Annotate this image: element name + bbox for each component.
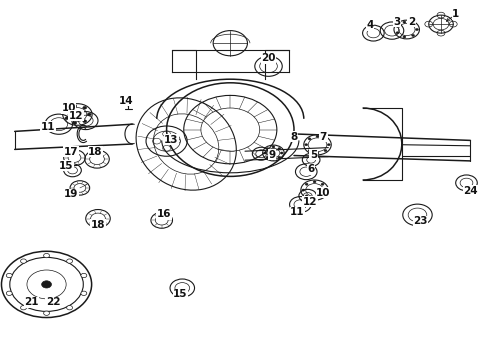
Text: 13: 13 [164,135,179,145]
Text: 1: 1 [452,9,459,19]
Text: 18: 18 [88,147,103,157]
Circle shape [272,146,275,148]
Text: 20: 20 [261,53,276,63]
Circle shape [324,149,327,152]
Circle shape [87,113,91,116]
Text: 19: 19 [64,189,78,199]
Text: 2: 2 [408,17,415,27]
Circle shape [83,106,87,109]
Circle shape [81,273,87,278]
Circle shape [67,306,73,310]
Circle shape [308,149,311,152]
Text: 22: 22 [46,297,60,307]
Circle shape [44,253,49,258]
Circle shape [278,156,281,158]
Circle shape [81,291,87,296]
Circle shape [324,189,327,191]
Circle shape [324,138,327,140]
Circle shape [316,152,319,154]
Circle shape [67,259,73,263]
Text: 8: 8 [291,132,297,142]
Text: 10: 10 [316,188,331,198]
Text: 4: 4 [366,20,374,30]
Circle shape [266,148,269,150]
Circle shape [321,195,324,197]
Text: 11: 11 [41,122,55,132]
Circle shape [403,21,406,23]
Circle shape [266,156,269,158]
Circle shape [412,23,415,25]
Circle shape [305,183,308,185]
Circle shape [65,117,69,120]
Circle shape [73,105,77,108]
Circle shape [416,28,418,31]
Circle shape [73,121,77,124]
Circle shape [65,109,69,112]
Circle shape [316,135,319,138]
Circle shape [396,25,399,27]
Circle shape [44,311,49,315]
Circle shape [272,158,275,160]
Text: 12: 12 [69,111,83,121]
Text: 24: 24 [463,186,478,196]
Text: 23: 23 [413,216,428,226]
Circle shape [327,144,330,146]
Text: 14: 14 [119,96,134,106]
Text: 12: 12 [303,197,318,207]
Text: 6: 6 [308,164,315,174]
Circle shape [321,183,324,185]
Circle shape [264,152,267,154]
Circle shape [403,36,406,38]
Text: 17: 17 [64,147,78,157]
Text: 15: 15 [173,289,188,300]
Circle shape [302,189,305,191]
Circle shape [21,259,26,263]
Circle shape [308,138,311,140]
Circle shape [305,195,308,197]
Circle shape [42,281,51,288]
Text: 16: 16 [157,209,172,219]
Text: 18: 18 [91,220,105,230]
Circle shape [6,291,12,296]
Text: 3: 3 [393,17,400,27]
Text: 5: 5 [310,150,317,160]
Circle shape [412,34,415,36]
Text: 9: 9 [269,150,275,160]
Text: 10: 10 [61,103,76,113]
Circle shape [6,273,12,278]
Circle shape [313,197,316,199]
Circle shape [83,120,87,123]
Text: 11: 11 [290,207,305,217]
Circle shape [313,181,316,183]
Text: 15: 15 [59,161,74,171]
Circle shape [305,144,308,146]
Text: 7: 7 [319,132,327,142]
Circle shape [280,152,283,154]
Text: 21: 21 [24,297,39,307]
Circle shape [396,32,399,34]
Circle shape [278,148,281,150]
Circle shape [21,306,26,310]
